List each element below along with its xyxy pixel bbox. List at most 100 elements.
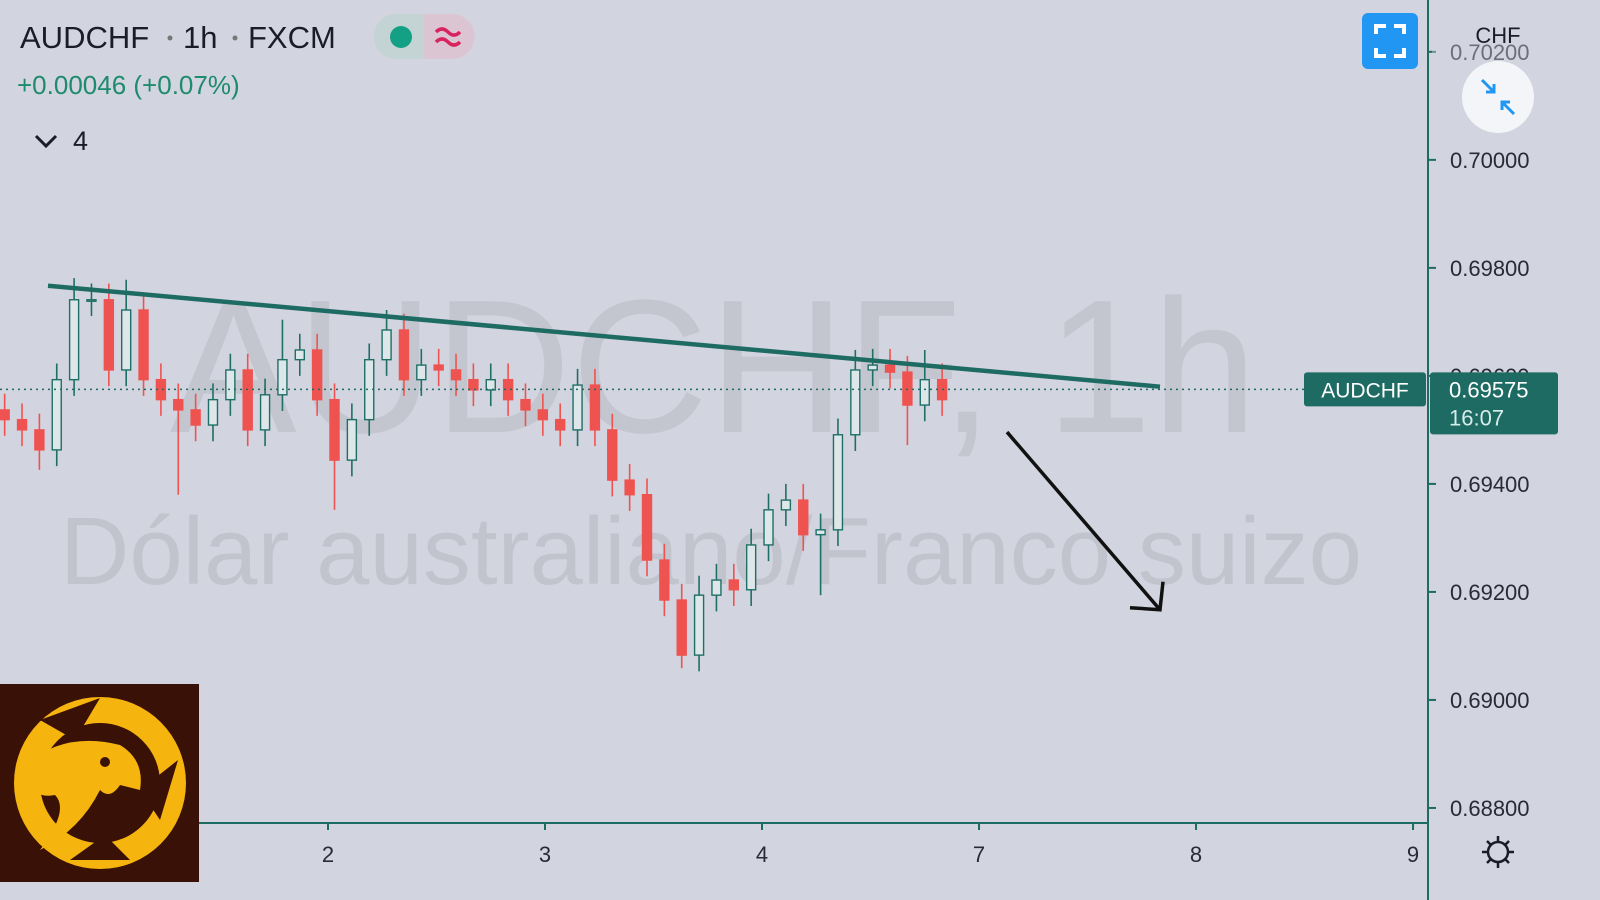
candle-body	[763, 509, 774, 546]
candle-body	[798, 499, 809, 536]
x-tick-label: 4	[756, 842, 768, 867]
interval: 1h	[183, 20, 217, 55]
trendline	[47, 283, 1161, 389]
watermark-subtitle: Dólar australiano/Franco suizo	[60, 498, 1362, 605]
market-open-dot	[390, 26, 412, 48]
minimize-button[interactable]	[1462, 61, 1534, 133]
button-bg	[1462, 61, 1534, 133]
exchange: FXCM	[248, 20, 336, 55]
x-tick-label: 9	[1407, 842, 1419, 867]
plot: AUDCHF 0.69575 16:07	[0, 278, 1558, 672]
indicator-count: 4	[73, 126, 88, 156]
candle-body	[867, 364, 878, 371]
candle-body	[103, 299, 115, 371]
arrow-head	[1129, 581, 1165, 612]
candle-body	[624, 479, 635, 496]
candle-body	[398, 329, 410, 381]
currency: CHF	[1475, 23, 1520, 48]
candle-body	[919, 378, 930, 406]
candle-body	[780, 499, 792, 511]
candle-body	[832, 434, 844, 531]
candle-body	[884, 364, 896, 373]
watermark: AUDCHF, 1h Dólar australiano/Franco suiz…	[60, 261, 1362, 605]
candle-body	[607, 429, 618, 481]
candle-body	[259, 394, 271, 431]
y-tick-label: 0.70000	[1450, 148, 1530, 173]
candle-body	[745, 544, 757, 591]
candle-body	[173, 398, 184, 411]
price-label-bg	[1430, 372, 1558, 435]
y-tick-label: 0.69400	[1450, 472, 1530, 497]
button-icon	[1374, 24, 1406, 58]
candle-body	[120, 309, 132, 371]
separator	[232, 35, 238, 41]
candle-body	[520, 398, 531, 411]
candle-body	[277, 358, 288, 396]
currency-bg	[1432, 20, 1562, 68]
change: +0.00046 (+0.07%)	[17, 70, 240, 100]
logo-cuts	[40, 698, 178, 860]
settings-button[interactable]	[1482, 836, 1514, 868]
arrow-line	[1005, 430, 1162, 611]
logo-eye	[100, 757, 110, 767]
candle-body	[554, 418, 566, 431]
separator	[167, 35, 173, 41]
x-tick-label: 3	[539, 842, 551, 867]
candle-body	[728, 579, 740, 591]
y-tick-label: 0.69000	[1450, 688, 1530, 713]
symbol: AUDCHF	[20, 20, 149, 55]
fullscreen-button[interactable]	[1362, 13, 1418, 69]
candle-body	[242, 369, 253, 431]
gear-teeth	[1482, 836, 1514, 868]
symbol-label: AUDCHF	[1321, 379, 1409, 402]
y-tick-label: 0.69800	[1450, 256, 1530, 281]
y-tick-label: 0.70200	[1450, 40, 1530, 65]
candle-body	[850, 369, 861, 436]
collapse-chevron[interactable]	[34, 134, 58, 149]
x-tick-label: 7	[973, 842, 985, 867]
candle-body	[311, 349, 323, 401]
x-tick-label: 2	[322, 842, 334, 867]
price-label: 0.69575	[1449, 377, 1529, 402]
pill-right	[424, 14, 475, 59]
x-tick-label: 8	[1190, 842, 1202, 867]
candle-body	[711, 579, 722, 596]
candle-body	[34, 429, 45, 451]
candle-body	[433, 364, 444, 371]
symbol-label-bg	[1304, 372, 1426, 407]
candle-body	[51, 378, 62, 451]
candle-body	[902, 371, 913, 406]
candle-body	[485, 378, 496, 391]
candle-body	[68, 299, 80, 381]
candle-body	[693, 594, 705, 656]
candle-body	[641, 494, 653, 561]
y-tick-label: 0.68800	[1450, 796, 1530, 821]
button-bg	[1362, 13, 1418, 69]
candle-body	[416, 364, 427, 381]
candle-body	[537, 409, 549, 421]
logo-eagle	[20, 740, 141, 850]
candle-body	[190, 409, 201, 426]
candle-body	[207, 398, 219, 426]
candle-body	[676, 599, 687, 656]
candle-body	[16, 418, 28, 431]
candle-body	[346, 418, 358, 461]
candle-body	[329, 398, 340, 461]
y-tick-label: 0.69200	[1450, 580, 1530, 605]
candle-body	[381, 329, 392, 361]
candle-body	[659, 559, 670, 601]
candle-body	[589, 384, 601, 431]
candle-body	[225, 369, 236, 401]
candle-body	[815, 529, 826, 536]
delayed-icon	[434, 27, 462, 47]
candle-body	[86, 299, 97, 302]
candle-body	[294, 349, 305, 361]
candle-body	[502, 378, 514, 401]
button-icon	[1480, 78, 1516, 116]
logo	[0, 684, 199, 882]
countdown: 16:07	[1449, 405, 1504, 430]
status-pill[interactable]	[374, 14, 475, 59]
